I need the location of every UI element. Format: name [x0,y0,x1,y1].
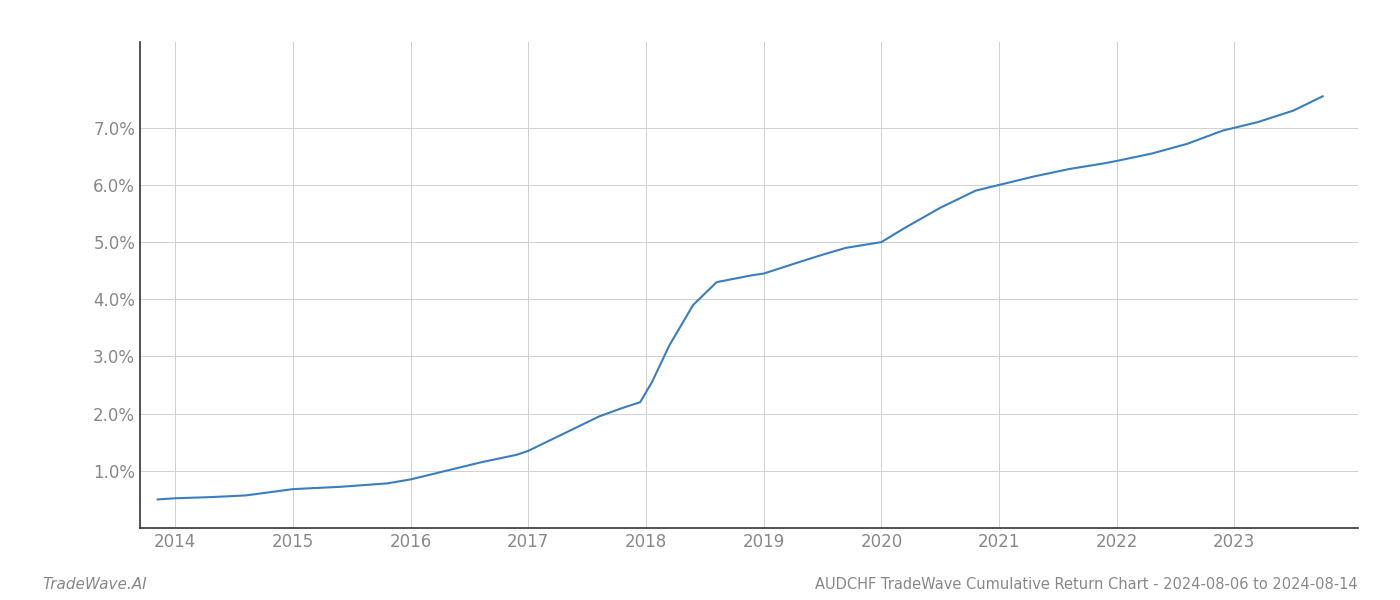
Text: AUDCHF TradeWave Cumulative Return Chart - 2024-08-06 to 2024-08-14: AUDCHF TradeWave Cumulative Return Chart… [815,577,1358,592]
Text: TradeWave.AI: TradeWave.AI [42,577,147,592]
